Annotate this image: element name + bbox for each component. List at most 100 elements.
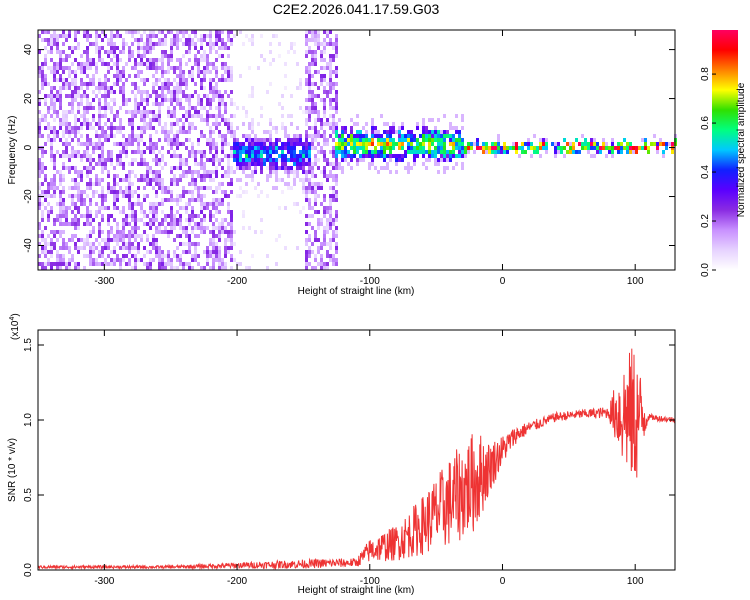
heatmap-cell — [71, 238, 74, 242]
heatmap-cell — [140, 34, 143, 38]
heatmap-cell — [62, 230, 65, 234]
heatmap-cell — [245, 146, 248, 150]
heatmap-cell — [188, 170, 191, 174]
heatmap-cell — [215, 94, 218, 98]
heatmap-cell — [41, 250, 44, 254]
heatmap-cell — [224, 190, 227, 194]
heatmap-cell — [155, 130, 158, 134]
heatmap-cell — [41, 234, 44, 238]
heatmap-cell — [107, 78, 110, 82]
heatmap-cell — [329, 238, 332, 242]
heatmap-cell — [92, 146, 95, 150]
heatmap-cell — [59, 190, 62, 194]
heatmap-cell — [89, 246, 92, 250]
heatmap-cell — [191, 114, 194, 118]
heatmap-cell — [326, 142, 329, 146]
heatmap-cell — [296, 142, 299, 146]
heatmap-cell — [275, 262, 278, 266]
heatmap-cell — [185, 206, 188, 210]
heatmap-cell — [371, 154, 374, 158]
heatmap-cell — [113, 238, 116, 242]
heatmap-cell — [80, 142, 83, 146]
heatmap-cell — [98, 90, 101, 94]
heatmap-cell — [455, 162, 458, 166]
heatmap-cell — [89, 42, 92, 46]
heatmap-cell — [248, 150, 251, 154]
heatmap-cell — [446, 150, 449, 154]
heatmap-cell — [209, 218, 212, 222]
heatmap-cell — [320, 262, 323, 266]
heatmap-cell — [107, 234, 110, 238]
heatmap-cell — [50, 150, 53, 154]
heatmap-cell — [119, 262, 122, 266]
heatmap-cell — [320, 254, 323, 258]
heatmap-cell — [134, 114, 137, 118]
heatmap-cell — [209, 170, 212, 174]
heatmap-cell — [530, 146, 533, 150]
heatmap-cell — [143, 106, 146, 110]
heatmap-cell — [95, 38, 98, 42]
heatmap-cell — [584, 142, 587, 146]
heatmap-cell — [137, 226, 140, 230]
heatmap-cell — [197, 194, 200, 198]
heatmap-cell — [191, 94, 194, 98]
heatmap-cell — [92, 262, 95, 266]
heatmap-cell — [158, 170, 161, 174]
heatmap-cell — [116, 254, 119, 258]
heatmap-cell — [95, 162, 98, 166]
heatmap-cell — [65, 114, 68, 118]
heatmap-cell — [134, 62, 137, 66]
heatmap-cell — [179, 142, 182, 146]
heatmap-cell — [47, 82, 50, 86]
heatmap-cell — [518, 146, 521, 150]
heatmap-cell — [200, 226, 203, 230]
heatmap-cell — [323, 50, 326, 54]
heatmap-cell — [65, 214, 68, 218]
heatmap-cell — [527, 146, 530, 150]
heatmap-cell — [230, 238, 233, 242]
heatmap-cell — [284, 86, 287, 90]
heatmap-cell — [284, 246, 287, 250]
heatmap-cell — [62, 258, 65, 262]
heatmap-cell — [131, 134, 134, 138]
heatmap-cell — [362, 154, 365, 158]
heatmap-cell — [521, 142, 524, 146]
heatmap-cell — [65, 142, 68, 146]
heatmap-cell — [137, 234, 140, 238]
heatmap-cell — [305, 78, 308, 82]
heatmap-cell — [68, 126, 71, 130]
heatmap-cell — [95, 238, 98, 242]
heatmap-cell — [125, 98, 128, 102]
heatmap-cell — [47, 234, 50, 238]
heatmap-cell — [230, 230, 233, 234]
heatmap-cell — [149, 30, 152, 34]
heatmap-cell — [98, 158, 101, 162]
heatmap-cell — [215, 170, 218, 174]
heatmap-cell — [107, 218, 110, 222]
heatmap-cell — [134, 102, 137, 106]
heatmap-cell — [68, 246, 71, 250]
heatmap-cell — [338, 134, 341, 138]
heatmap-cell — [335, 126, 338, 130]
heatmap-cell — [461, 118, 464, 122]
heatmap-cell — [86, 58, 89, 62]
heatmap-cell — [272, 150, 275, 154]
heatmap-cell — [422, 122, 425, 126]
heatmap-cell — [335, 226, 338, 230]
heatmap-cell — [221, 166, 224, 170]
heatmap-cell — [149, 166, 152, 170]
heatmap-cell — [140, 90, 143, 94]
heatmap-cell — [332, 234, 335, 238]
heatmap-cell — [38, 134, 41, 138]
heatmap-cell — [47, 106, 50, 110]
heatmap-cell — [164, 230, 167, 234]
heatmap-cell — [149, 46, 152, 50]
heatmap-cell — [131, 234, 134, 238]
heatmap-cell — [176, 82, 179, 86]
heatmap-cell — [146, 90, 149, 94]
heatmap-cell — [107, 70, 110, 74]
heatmap-cell — [44, 194, 47, 198]
heatmap-cell — [491, 142, 494, 146]
heatmap-cell — [188, 34, 191, 38]
heatmap-cell — [305, 186, 308, 190]
